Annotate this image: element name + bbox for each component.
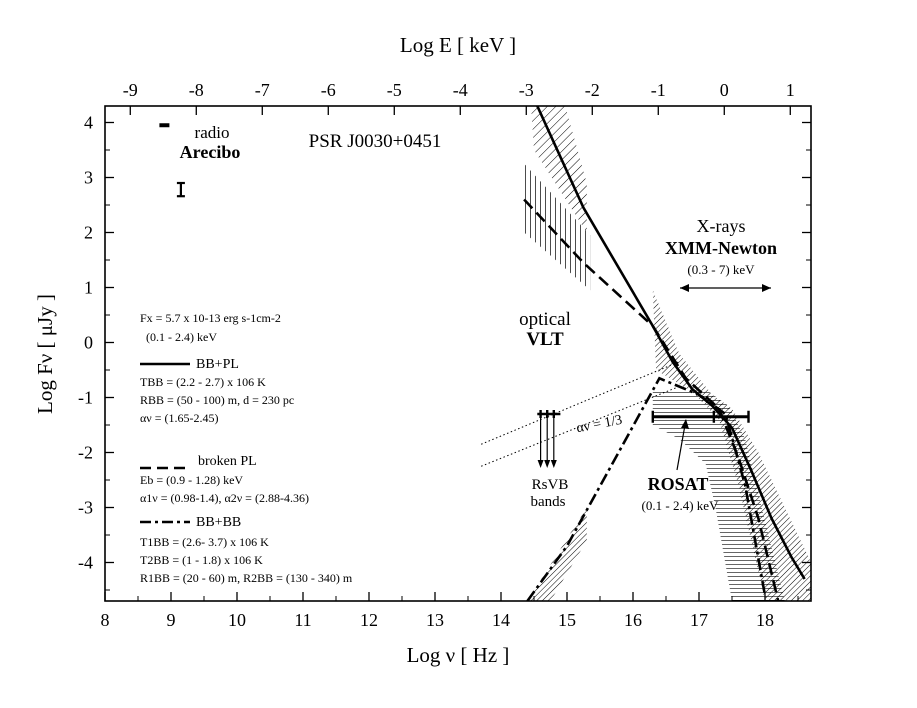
slope-label: αν = 1/3 <box>575 413 623 437</box>
optical-limit-arrowhead <box>544 460 551 468</box>
top-tick-label: -8 <box>189 80 204 100</box>
rosat-pointer-line <box>676 424 686 471</box>
model-uncertainty-regions <box>524 106 811 601</box>
y-tick-label: 3 <box>84 168 93 188</box>
rosat-energy-range: (0.1 - 2.4) keV <box>642 498 720 513</box>
x-tick-label: 11 <box>294 610 311 630</box>
optical-limit-arrowhead <box>550 460 557 468</box>
bands-label-1: RsVB <box>532 477 569 493</box>
rosat-pointer-arrowhead <box>681 419 689 429</box>
bands-label-2: bands <box>531 494 566 510</box>
x-tick-label: 18 <box>756 610 774 630</box>
arecibo-label: Arecibo <box>180 142 241 162</box>
top-axis-title: Log E [ keV ] <box>400 33 516 57</box>
y-tick-label: -2 <box>78 443 93 463</box>
x-axis-title: Log ν [ Hz ] <box>407 643 510 667</box>
legend-fx: Fx = 5.7 x 10-13 erg s-1cm-2 <box>140 311 281 325</box>
y-tick-label: 1 <box>84 278 93 298</box>
optical-brokenpl-band <box>524 163 591 291</box>
top-tick-label: -6 <box>321 80 336 100</box>
optical-label: optical <box>519 309 571 330</box>
xmm-range-arrowhead-left <box>680 284 689 292</box>
chart-title: PSR J0030+0451 <box>309 131 442 152</box>
x-tick-label: 17 <box>690 610 708 630</box>
xmm-range-arrowhead-right <box>762 284 771 292</box>
optical-bbpl-band <box>531 106 587 233</box>
axes <box>104 105 812 602</box>
legend-name-bb-pl: BB+PL <box>196 357 239 372</box>
legend-bb-pl-line2: RBB = (50 - 100) m, d = 230 pc <box>140 393 294 407</box>
xmm-newton-label: XMM-Newton <box>665 238 777 258</box>
top-tick-label: -5 <box>387 80 402 100</box>
x-tick-label: 8 <box>101 610 110 630</box>
radio-label: radio <box>195 123 230 142</box>
tick-labels: 8 9 10 11 12 13 14 15 16 17 18-9 -8 -7 -6 -5 -4 -3 -2 -1 0 1… <box>78 80 795 630</box>
x-tick-label: 13 <box>426 610 444 630</box>
top-tick-label: 1 <box>786 80 795 100</box>
x-tick-label: 15 <box>558 610 576 630</box>
legend-fx-range: (0.1 - 2.4) keV <box>146 330 217 344</box>
top-tick-label: 0 <box>720 80 729 100</box>
xrays-label: X-rays <box>697 216 746 236</box>
y-tick-label: 4 <box>84 113 93 133</box>
top-tick-label: -3 <box>519 80 534 100</box>
optical-limit-arrowhead <box>537 460 544 468</box>
legend-bb-pl-line1: TBB = (2.2 - 2.7) x 106 K <box>140 375 266 389</box>
top-tick-label: -2 <box>585 80 600 100</box>
legend-name-broken-pl: broken PL <box>198 454 257 469</box>
x-tick-label: 16 <box>624 610 642 630</box>
xmm-energy-range: (0.3 - 7) keV <box>687 262 755 277</box>
y-tick-label: -4 <box>78 553 93 573</box>
top-tick-label: -7 <box>255 80 270 100</box>
legend-name-bb-bb: BB+BB <box>196 515 241 530</box>
model-curve-solid <box>536 106 806 580</box>
x-tick-label: 12 <box>360 610 378 630</box>
top-tick-label: -1 <box>651 80 666 100</box>
top-tick-label: -9 <box>123 80 138 100</box>
legend-bb-bb-line1: T1BB = (2.6- 3.7) x 106 K <box>140 535 269 549</box>
xray-bbbb-band <box>652 389 785 601</box>
annotations <box>676 284 771 471</box>
vlt-label: VLT <box>526 329 564 350</box>
model-curves <box>481 106 806 601</box>
model-curve-dash-dot <box>526 376 767 601</box>
top-tick-label: -4 <box>453 80 468 100</box>
legend-broken-pl-line2: α1ν = (0.98-1.4), α2ν = (2.88-4.36) <box>140 491 309 505</box>
data-points <box>159 123 750 468</box>
x-tick-label: 14 <box>492 610 510 630</box>
optical-bbbb-band <box>527 507 587 601</box>
y-tick-label: 2 <box>84 223 93 243</box>
x-tick-label: 10 <box>228 610 246 630</box>
y-tick-label: -3 <box>78 498 93 518</box>
legend-bb-bb-line2: T2BB = (1 - 1.8) x 106 K <box>140 553 263 567</box>
legend: Fx = 5.7 x 10-13 erg s-1cm-2 (0.1 - 2.4)… <box>140 311 353 585</box>
legend-bb-bb-line3: R1BB = (20 - 60) m, R2BB = (130 - 340) m <box>140 571 353 585</box>
y-axis-title: Log Fν [ μJy ] <box>33 294 57 414</box>
rosat-label: ROSAT <box>648 474 709 494</box>
legend-broken-pl-line1: Eb = (0.9 - 1.28) keV <box>140 473 243 487</box>
y-tick-label: 0 <box>84 333 93 353</box>
x-tick-label: 9 <box>167 610 176 630</box>
plot-frame <box>104 105 812 602</box>
legend-bb-pl-line3: αν = (1.65-2.45) <box>140 411 218 425</box>
y-tick-label: -1 <box>78 388 93 408</box>
